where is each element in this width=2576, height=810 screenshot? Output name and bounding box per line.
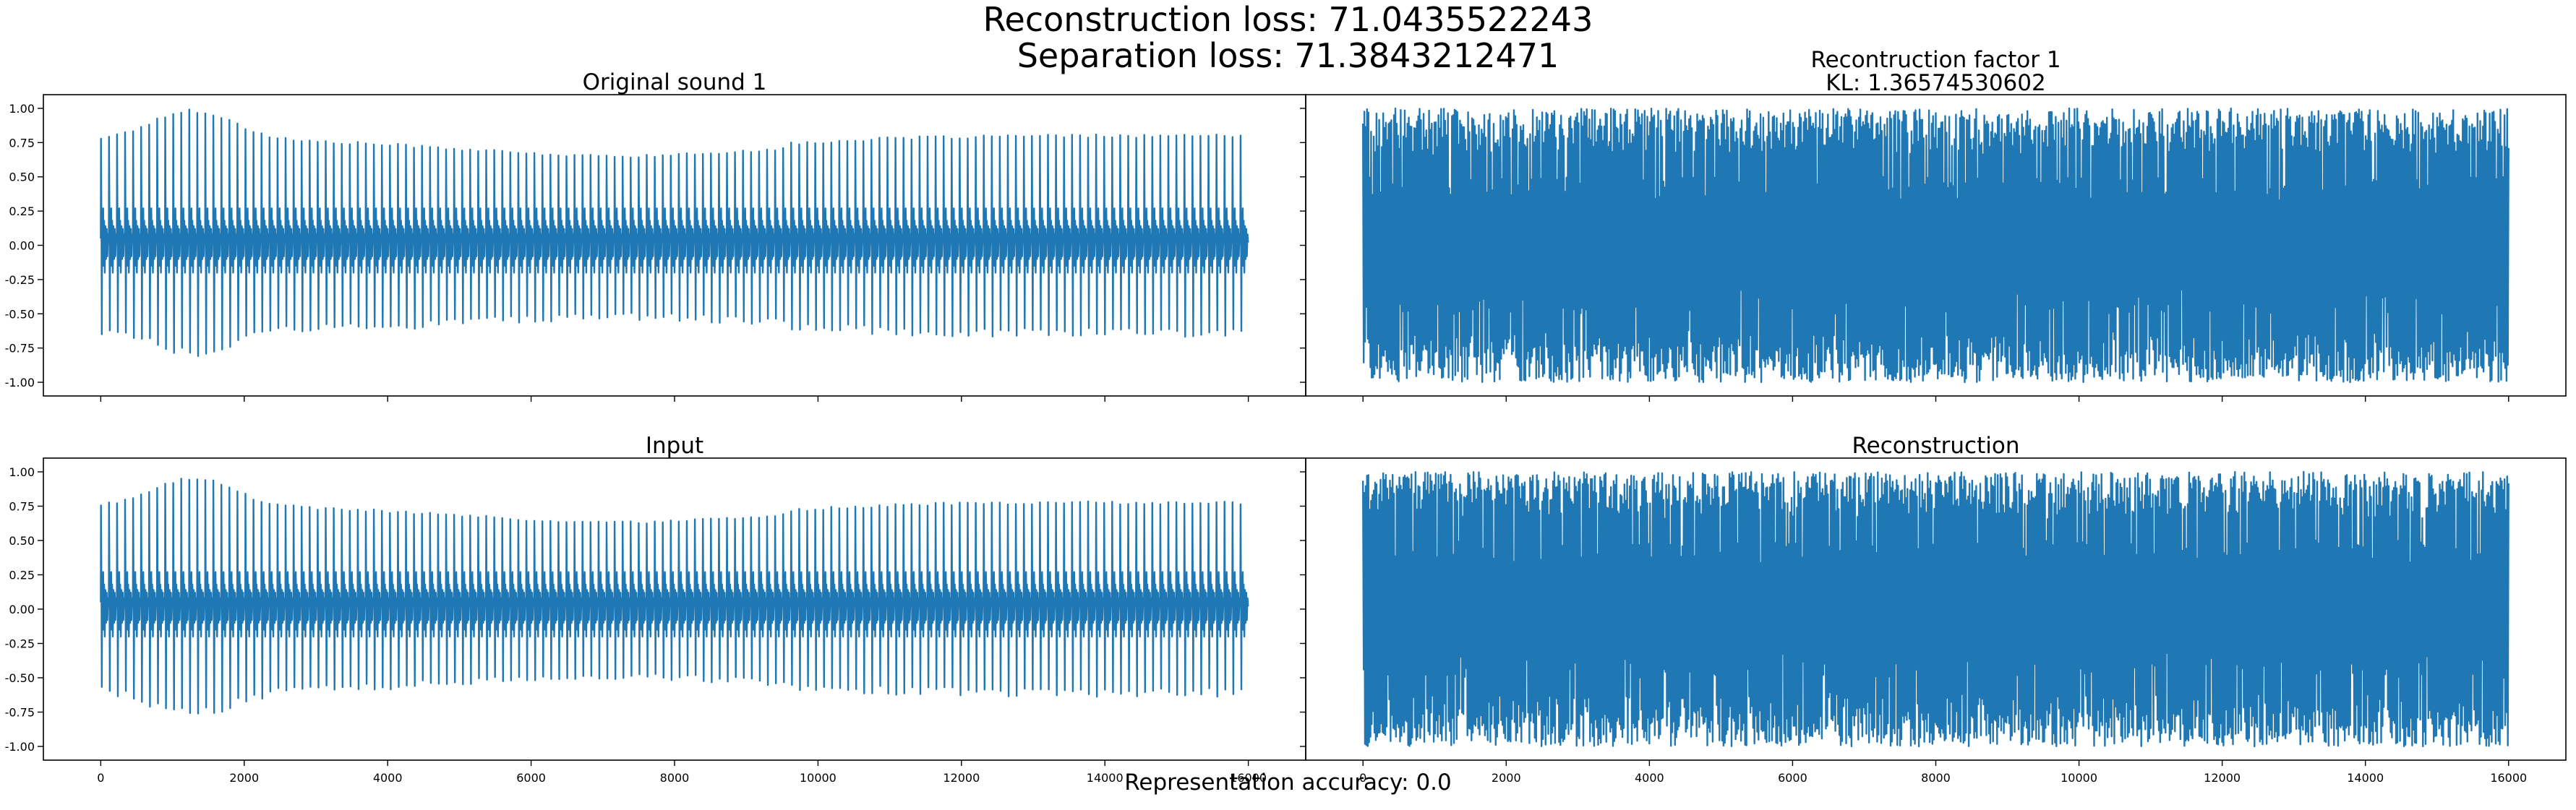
x-tick-label: 0 bbox=[1359, 771, 1366, 785]
x-tick-label: 16000 bbox=[2490, 771, 2527, 785]
y-tick-label: -0.50 bbox=[5, 307, 35, 321]
panel-title: Original sound 1 bbox=[583, 69, 767, 95]
chart-panel-3: 0 2000 4000 6000 8000 10000 12000 14000 16000 1.0… bbox=[5, 433, 1306, 785]
x-tick-label: 6000 bbox=[516, 771, 546, 785]
x-tick-label: 14000 bbox=[2347, 771, 2384, 785]
x-tick-label: 0 bbox=[97, 771, 104, 785]
y-tick-label: -1.00 bbox=[5, 740, 35, 754]
y-tick-label: -1.00 bbox=[5, 376, 35, 389]
panel-title: Recontruction factor 1 bbox=[1810, 47, 2061, 73]
chart-panel-1: 1.00 0.75 0.50 0.25 0.00 -0.25 -0.50 -0.75 -1.00… bbox=[5, 69, 1306, 402]
waveform-line bbox=[100, 478, 1249, 715]
y-tick-label: 0.75 bbox=[9, 136, 35, 150]
x-tick-label: 8000 bbox=[660, 771, 690, 785]
y-tick-label: -0.50 bbox=[5, 671, 35, 685]
x-tick-label: 10000 bbox=[800, 771, 836, 785]
x-tick-label: 12000 bbox=[943, 771, 980, 785]
figure-suptitle-line1: Reconstruction loss: 71.0435522243 bbox=[983, 0, 1593, 39]
x-tick-label: 2000 bbox=[1492, 771, 1521, 785]
y-tick-label: 0.25 bbox=[9, 569, 35, 582]
y-tick-label: 0.00 bbox=[9, 239, 35, 253]
figure-suptitle-line2: Separation loss: 71.3843212471 bbox=[1017, 36, 1559, 75]
x-tick-label: 12000 bbox=[2204, 771, 2241, 785]
y-tick-label: -0.25 bbox=[5, 273, 35, 287]
waveform-line bbox=[1362, 470, 2509, 748]
y-tick-label: 0.50 bbox=[9, 171, 35, 184]
x-tick-label: 6000 bbox=[1778, 771, 1807, 785]
x-tick-label: 14000 bbox=[1087, 771, 1124, 785]
y-tick-label: -0.75 bbox=[5, 342, 35, 356]
waveform-line bbox=[1362, 107, 2509, 384]
y-tick-label: 0.00 bbox=[9, 603, 35, 616]
chart-panel-2: Recontruction factor 1KL: 1.36574530602 bbox=[1300, 47, 2567, 402]
y-tick-label: -0.25 bbox=[5, 637, 35, 651]
chart-panel-4: 0 2000 4000 6000 8000 10000 12000 14000 16000 Rec… bbox=[1300, 433, 2567, 785]
y-tick-label: 0.50 bbox=[9, 534, 35, 548]
x-tick-label: 2000 bbox=[229, 771, 259, 785]
panel-title: Input bbox=[646, 433, 703, 459]
x-tick-label: 10000 bbox=[2061, 771, 2097, 785]
y-tick-label: -0.75 bbox=[5, 706, 35, 720]
y-tick-label: 0.75 bbox=[9, 500, 35, 514]
x-tick-label: 8000 bbox=[1921, 771, 1951, 785]
y-tick-label: 1.00 bbox=[9, 465, 35, 479]
representation-accuracy: Representation accuracy: 0.0 bbox=[1124, 770, 1452, 796]
waveform-line bbox=[100, 108, 1249, 357]
x-tick-label: 4000 bbox=[373, 771, 403, 785]
x-tick-label: 16000 bbox=[1230, 771, 1267, 785]
panel-subtitle: KL: 1.36574530602 bbox=[1826, 70, 2045, 96]
y-tick-label: 1.00 bbox=[9, 102, 35, 116]
panel-title: Reconstruction bbox=[1852, 433, 2019, 459]
y-tick-label: 0.25 bbox=[9, 204, 35, 218]
x-tick-label: 4000 bbox=[1635, 771, 1664, 785]
